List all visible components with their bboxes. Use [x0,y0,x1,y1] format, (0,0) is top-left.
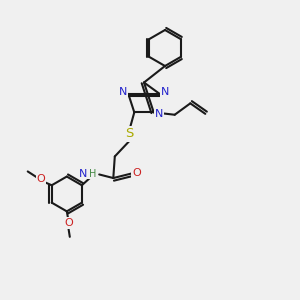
Text: N: N [161,87,169,98]
Text: S: S [126,128,134,140]
Text: O: O [132,168,141,178]
Text: O: O [37,174,45,184]
Text: O: O [64,218,73,228]
Text: N: N [119,87,127,98]
Text: N: N [155,109,163,119]
Text: N: N [79,169,88,178]
Text: H: H [88,169,96,178]
